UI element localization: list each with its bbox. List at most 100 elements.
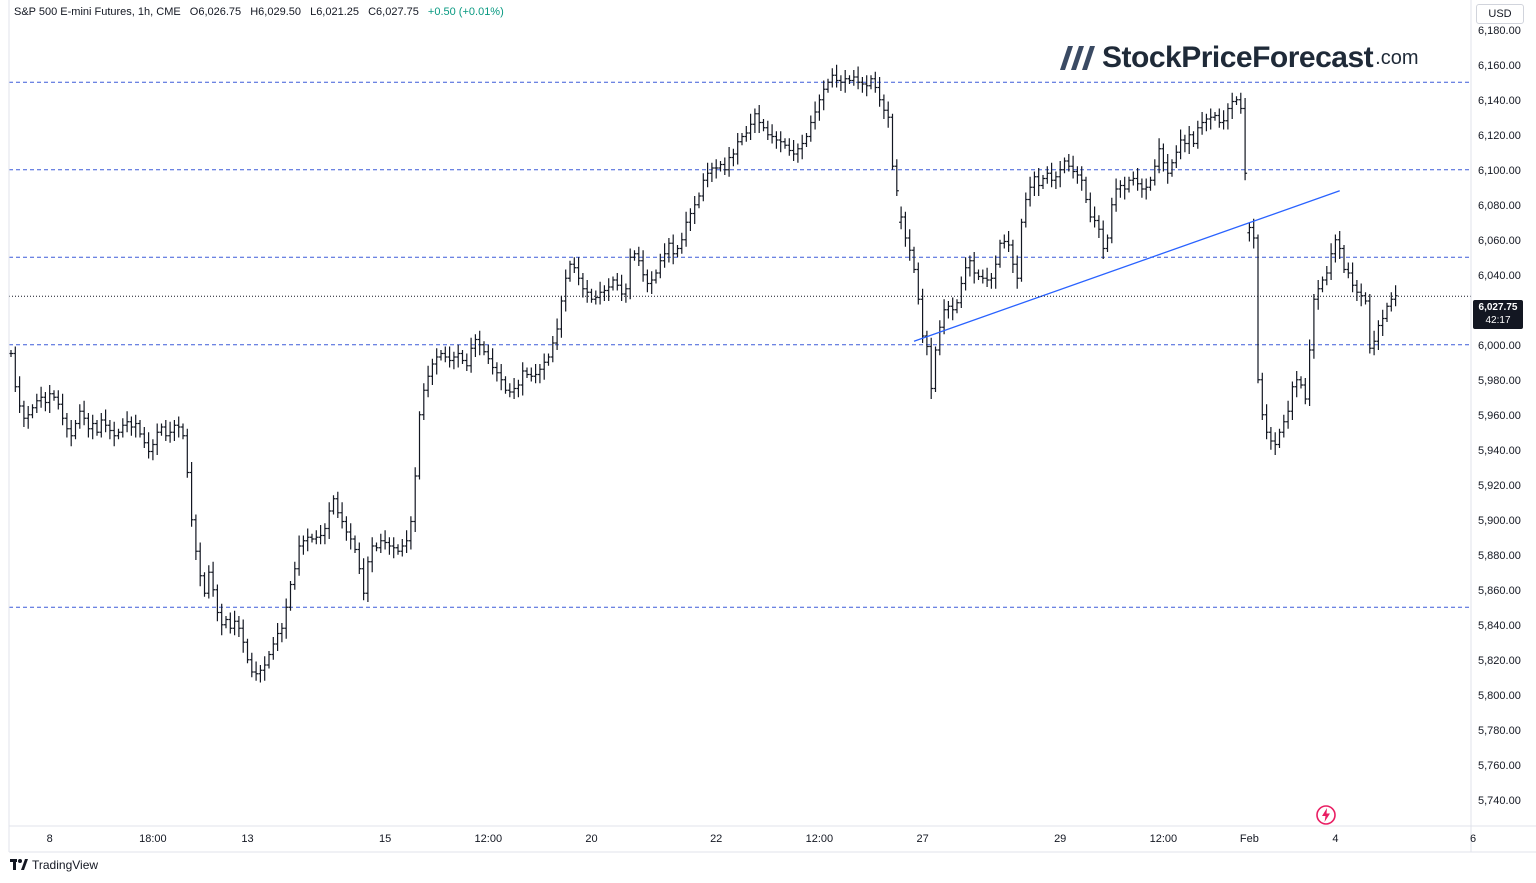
- ohlc-bar: [615, 273, 620, 291]
- ohlc-bar: [778, 131, 783, 153]
- price-tick-label: 5,760.00: [1478, 760, 1521, 772]
- ohlc-bar: [783, 138, 787, 149]
- ohlc-bar: [675, 245, 680, 258]
- time-tick-label: Feb: [1240, 833, 1259, 845]
- symbol-legend[interactable]: S&P 500 E-mini Futures, 1h, CME O6,026.7…: [14, 6, 504, 18]
- ohlc-bar: [1307, 339, 1312, 406]
- currency-button[interactable]: USD: [1476, 4, 1524, 24]
- ohlc-bars: [9, 64, 1398, 683]
- time-tick-label: 12:00: [1150, 833, 1178, 845]
- trendline[interactable]: [913, 190, 1340, 342]
- ohlc-bar: [258, 665, 263, 683]
- lightning-bolt-icon[interactable]: [1315, 804, 1337, 826]
- ohlc-bar: [748, 113, 753, 140]
- ohlc-bar: [1053, 171, 1058, 189]
- ohlc-bar: [370, 537, 375, 573]
- ohlc-bar: [705, 162, 710, 188]
- high-value-group: H6,029.50: [250, 6, 301, 18]
- ohlc-bar: [21, 400, 26, 427]
- price-tick-label: 6,060.00: [1478, 235, 1521, 247]
- ohlc-bar: [1217, 108, 1222, 128]
- ohlc-bar: [168, 421, 173, 443]
- ohlc-bar: [1019, 218, 1024, 282]
- ohlc-bar: [516, 379, 521, 398]
- price-tick-label: 5,800.00: [1478, 690, 1521, 702]
- ohlc-bar: [580, 273, 585, 298]
- ohlc-bar: [421, 383, 426, 420]
- ohlc-bar: [490, 348, 495, 375]
- ohlc-bar: [1066, 154, 1071, 172]
- ohlc-bar: [262, 656, 267, 681]
- open-value: 6,026.75: [198, 6, 242, 18]
- ohlc-bar: [688, 208, 693, 231]
- ohlc-bar: [529, 367, 534, 382]
- time-tick-label: 18:00: [139, 833, 167, 845]
- ohlc-bar: [611, 276, 615, 291]
- ohlc-bar: [701, 173, 706, 202]
- ohlc-bar: [1299, 376, 1303, 389]
- ohlc-bar: [1389, 292, 1394, 312]
- ohlc-bar: [374, 542, 379, 552]
- ohlc-bar: [335, 491, 340, 518]
- ohlc-bar: [1316, 280, 1321, 310]
- tradingview-brand[interactable]: TradingView: [10, 858, 98, 872]
- ohlc-bar: [942, 299, 947, 335]
- ohlc-bar: [249, 652, 254, 678]
- ohlc-bar: [86, 413, 91, 438]
- ohlc-bar: [1002, 234, 1007, 249]
- ohlc-bar: [1139, 178, 1144, 198]
- ohlc-bar: [279, 623, 284, 643]
- ohlc-bar: [1372, 330, 1377, 356]
- close-label: C: [368, 6, 377, 18]
- ohlc-bar: [623, 283, 628, 303]
- ohlc-bar: [357, 542, 362, 574]
- ohlc-bar: [404, 530, 409, 553]
- ohlc-bar: [1131, 171, 1136, 186]
- price-tick-label: 5,780.00: [1478, 725, 1521, 737]
- ohlc-bar: [451, 351, 456, 370]
- bar-countdown: 42:17: [1485, 315, 1511, 326]
- price-tick-label: 6,160.00: [1478, 60, 1521, 72]
- ohlc-bar: [17, 376, 22, 413]
- ohlc-bar: [512, 378, 517, 399]
- ohlc-bar: [112, 421, 117, 447]
- ohlc-bar: [159, 423, 164, 436]
- ohlc-bar: [1028, 176, 1033, 207]
- ohlc-bar: [1174, 145, 1179, 168]
- price-tick-label: 5,880.00: [1478, 550, 1521, 562]
- ohlc-bar: [456, 344, 461, 368]
- ohlc-bar: [959, 276, 964, 308]
- ohlc-bar: [1247, 222, 1252, 242]
- chart-pane[interactable]: [9, 0, 1471, 826]
- ohlc-bar: [641, 250, 646, 282]
- ohlc-bar: [172, 420, 177, 441]
- ohlc-bar: [215, 584, 220, 622]
- ohlc-bar: [327, 502, 332, 539]
- price-axis: 6,180.00 6,160.00 6,140.00 6,120.00 6,100.00…: [1478, 25, 1521, 807]
- ohlc-bar: [447, 346, 452, 368]
- ohlc-bar: [340, 502, 345, 529]
- ohlc-bar: [469, 337, 474, 373]
- close-value-group: C6,027.75: [368, 6, 419, 18]
- ohlc-bar: [417, 411, 422, 480]
- ohlc-bar: [654, 269, 658, 284]
- ohlc-bar: [1281, 414, 1286, 438]
- close-value: 6,027.75: [376, 6, 419, 18]
- ohlc-bar: [1238, 92, 1243, 114]
- ohlc-bar: [735, 133, 740, 165]
- ohlc-bar: [1122, 176, 1127, 200]
- ohlc-bar: [1144, 178, 1149, 200]
- ohlc-bar: [658, 253, 663, 279]
- ohlc-bar: [39, 386, 44, 408]
- ohlc-bar: [826, 78, 830, 93]
- stockpriceforecast-logo: StockPriceForecast .com: [1060, 40, 1418, 76]
- ohlc-bar: [860, 77, 865, 93]
- ohlc-bar: [804, 133, 809, 147]
- ohlc-bar: [791, 140, 796, 161]
- ohlc-bar: [1118, 180, 1123, 198]
- ohlc-bar: [331, 495, 336, 515]
- last-price-value: 6,027.75: [1478, 302, 1518, 313]
- symbol-title: S&P 500 E-mini Futures, 1h, CME: [14, 6, 181, 18]
- ohlc-bar: [1084, 176, 1088, 203]
